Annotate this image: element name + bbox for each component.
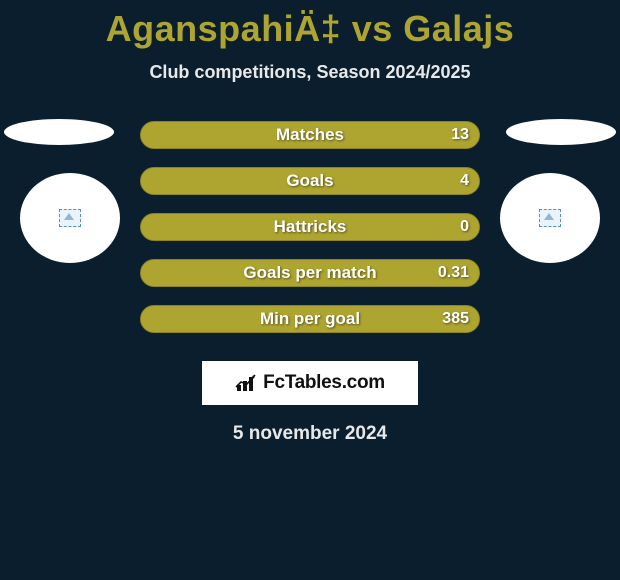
image-placeholder-icon bbox=[539, 209, 561, 227]
stat-label: Hattricks bbox=[274, 217, 347, 237]
stats-list: Matches 13 Goals 4 Hattricks 0 Goals per… bbox=[140, 121, 480, 333]
stat-row-gpm: Goals per match 0.31 bbox=[140, 259, 480, 287]
comparison-panel: Matches 13 Goals 4 Hattricks 0 Goals per… bbox=[0, 121, 620, 445]
player-right-avatar bbox=[500, 173, 600, 263]
stat-right-value: 4 bbox=[460, 172, 469, 190]
stat-row-goals: Goals 4 bbox=[140, 167, 480, 195]
stat-row-mpg: Min per goal 385 bbox=[140, 305, 480, 333]
player-right-halo bbox=[506, 119, 616, 145]
stat-label: Goals per match bbox=[243, 263, 376, 283]
stat-label: Goals bbox=[286, 171, 333, 191]
brand-text: FcTables.com bbox=[263, 372, 385, 394]
player-left-halo bbox=[4, 119, 114, 145]
stat-label: Min per goal bbox=[260, 309, 360, 329]
player-left-avatar bbox=[20, 173, 120, 263]
page-title: AganspahiÄ‡ vs Galajs bbox=[0, 0, 620, 50]
subtitle: Club competitions, Season 2024/2025 bbox=[0, 62, 620, 83]
stat-row-hattricks: Hattricks 0 bbox=[140, 213, 480, 241]
stat-right-value: 0.31 bbox=[438, 264, 469, 282]
chart-icon bbox=[235, 373, 259, 393]
stat-right-value: 385 bbox=[442, 310, 469, 328]
stat-right-value: 0 bbox=[460, 218, 469, 236]
brand-badge[interactable]: FcTables.com bbox=[202, 361, 418, 405]
stat-row-matches: Matches 13 bbox=[140, 121, 480, 149]
stat-right-value: 13 bbox=[451, 126, 469, 144]
date-label: 5 november 2024 bbox=[0, 423, 620, 445]
stat-label: Matches bbox=[276, 125, 344, 145]
image-placeholder-icon bbox=[59, 209, 81, 227]
